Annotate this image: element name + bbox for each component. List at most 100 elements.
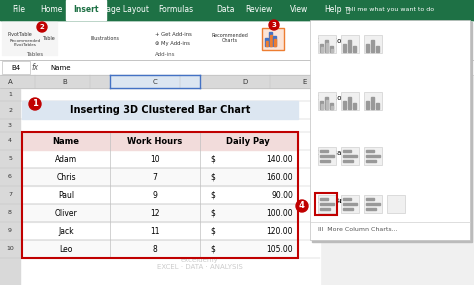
Bar [341, 195, 359, 213]
Bar [22, 204, 298, 222]
Text: Inserting 3D Clustered Bar Chart: Inserting 3D Clustered Bar Chart [70, 105, 250, 115]
Bar [273, 36, 276, 46]
Bar [310, 20, 470, 240]
Bar [366, 154, 380, 157]
Bar [348, 97, 351, 109]
Text: $: $ [210, 190, 215, 200]
Circle shape [37, 22, 47, 32]
Text: 2: 2 [8, 107, 12, 113]
Text: $: $ [210, 209, 215, 217]
Bar [364, 35, 382, 53]
Text: 2: 2 [40, 24, 45, 30]
Bar [22, 132, 298, 150]
Bar [0, 0, 474, 20]
Bar [343, 154, 357, 157]
Text: Jack: Jack [58, 227, 74, 235]
Text: 2-D Bar: 2-D Bar [318, 150, 344, 156]
Bar [262, 28, 284, 50]
Text: Adam: Adam [55, 154, 77, 164]
Bar [320, 44, 323, 52]
Bar [343, 203, 357, 205]
Circle shape [29, 98, 41, 110]
Text: Table: Table [42, 36, 55, 40]
Bar [364, 147, 382, 165]
Bar [341, 147, 359, 165]
Text: 140.00: 140.00 [266, 154, 293, 164]
Bar [325, 97, 328, 109]
Bar [366, 150, 374, 152]
Text: View: View [290, 5, 308, 15]
Bar [320, 101, 323, 109]
Text: 10: 10 [150, 154, 160, 164]
Text: Formulas: Formulas [158, 5, 193, 15]
Bar [343, 44, 346, 52]
Bar [376, 103, 379, 109]
Text: Page Layout: Page Layout [102, 5, 149, 15]
Bar [364, 92, 382, 110]
Bar [331, 106, 334, 109]
Text: 8: 8 [8, 211, 12, 215]
Text: 1: 1 [8, 92, 12, 97]
Text: fx: fx [31, 64, 38, 72]
Text: Add-ins: Add-ins [155, 52, 175, 57]
Text: 160.00: 160.00 [266, 172, 293, 182]
Text: Home: Home [40, 5, 62, 15]
Bar [320, 207, 330, 210]
Bar [341, 92, 359, 110]
Text: 3-D Bar: 3-D Bar [318, 198, 347, 204]
Bar [269, 32, 272, 46]
Text: $: $ [210, 154, 215, 164]
Bar [341, 35, 359, 53]
Text: Leo: Leo [59, 245, 73, 253]
Text: B: B [63, 79, 67, 85]
Text: $: $ [210, 245, 215, 253]
Bar [325, 40, 328, 52]
Text: A: A [8, 79, 12, 85]
Bar [387, 195, 405, 213]
Bar [343, 150, 351, 152]
Circle shape [269, 20, 279, 30]
Text: 10: 10 [6, 247, 14, 251]
Text: 90.00: 90.00 [271, 190, 293, 200]
Bar [312, 22, 472, 242]
Text: Tables: Tables [27, 52, 44, 57]
Bar [343, 207, 353, 210]
Text: B4: B4 [11, 65, 20, 71]
Text: 3: 3 [8, 123, 12, 128]
Text: Recommended
Charts: Recommended Charts [211, 32, 248, 43]
Circle shape [296, 200, 308, 212]
Bar [0, 0, 474, 20]
Text: 100.00: 100.00 [266, 209, 293, 217]
Bar [366, 198, 374, 200]
Text: 12: 12 [150, 209, 160, 217]
Bar [371, 97, 374, 109]
Text: Recommended
PivotTables: Recommended PivotTables [9, 39, 41, 47]
Bar [366, 203, 380, 205]
Text: Chris: Chris [56, 172, 76, 182]
Bar [366, 207, 376, 210]
Bar [266, 41, 268, 46]
Bar [330, 103, 333, 109]
Bar [353, 103, 356, 109]
Text: 1: 1 [32, 99, 38, 109]
Text: 2-D Column: 2-D Column [318, 38, 359, 44]
Bar [271, 35, 273, 46]
Text: C: C [153, 79, 157, 85]
Bar [315, 193, 337, 215]
Text: File: File [12, 5, 26, 15]
Text: 3-D Column: 3-D Column [318, 95, 359, 101]
Text: E: E [303, 79, 307, 85]
Text: Name: Name [53, 137, 80, 146]
Text: Review: Review [246, 5, 273, 15]
Text: lll  More Column Charts...: lll More Column Charts... [318, 227, 398, 232]
Text: 9: 9 [8, 229, 12, 233]
Text: 3: 3 [272, 22, 276, 28]
Text: 7: 7 [8, 192, 12, 198]
Bar [320, 160, 330, 162]
Bar [22, 168, 298, 186]
Bar [2, 22, 57, 55]
Bar [0, 60, 474, 75]
Bar [371, 40, 374, 52]
Bar [366, 160, 376, 162]
Bar [320, 150, 328, 152]
